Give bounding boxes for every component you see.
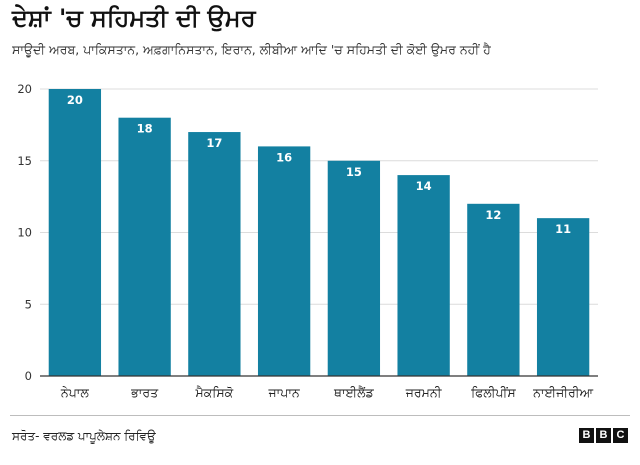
data-label: 11 [555,222,571,236]
x-tick-label: ਮੈਕਸਿਕੋ [195,385,235,400]
bar [467,203,520,376]
data-label: 18 [137,122,153,136]
bar [536,218,590,376]
data-label: 14 [416,179,432,193]
bbc-logo-letter: B [579,428,594,443]
y-tick-label: 5 [25,297,32,311]
bar [48,89,102,376]
y-tick-label: 15 [17,154,32,168]
data-label: 17 [206,136,222,150]
bbc-logo: B B C [579,428,628,443]
x-tick-label: ਫਿਲੀਪੀਂਸ [470,385,516,400]
data-label: 20 [67,93,83,107]
bbc-logo-letter: C [613,428,628,443]
chart-subtitle: ਸਾਊਦੀ ਅਰਬ, ਪਾਕਿਸਤਾਨ, ਅਫ਼ਗਾਨਿਸਤਾਨ, ਇਰਾਨ, … [12,42,491,57]
bar [118,117,171,376]
x-tick-label: ਜਰਮਨੀ [405,385,443,400]
x-tick-label: ਭਾਰਤ [130,385,159,400]
y-tick-label: 20 [17,82,32,96]
x-tick-label: ਥਾਈਲੈਂਡ [333,385,375,400]
y-tick-label: 0 [25,369,32,383]
bar [327,160,381,376]
source-note: ਸਰੋਤ- ਵਰਲਡ ਪਾਪੂਲੇਸ਼ਨ ਰਿਵਿਊ [12,429,156,443]
x-tick-label: ਨੇਪਾਲ [60,385,89,400]
footer-divider [10,415,630,416]
data-label: 16 [276,150,292,164]
bar [188,132,241,376]
chart-title: ਦੇਸ਼ਾਂ 'ਚ ਸਹਿਮਤੀ ਦੀ ਉਮਰ [12,4,256,32]
bar-chart: 0 5 10 15 20 20 ਨੇਪਾਲ 18 ਭਾਰਤ 17 ਮੈਕਸਿਕੋ 16 ਜਾਪਾਨ 15 ਥ… [17,82,598,400]
bar [257,146,311,376]
x-tick-label: ਜਾਪਾਨ [268,385,301,400]
y-tick-label: 10 [17,226,32,240]
data-label: 12 [485,208,501,222]
data-label: 15 [346,165,362,179]
bar [397,175,450,376]
bbc-logo-letter: B [596,428,611,443]
x-tick-label: ਨਾਈਜੀਰੀਆ [532,385,594,400]
